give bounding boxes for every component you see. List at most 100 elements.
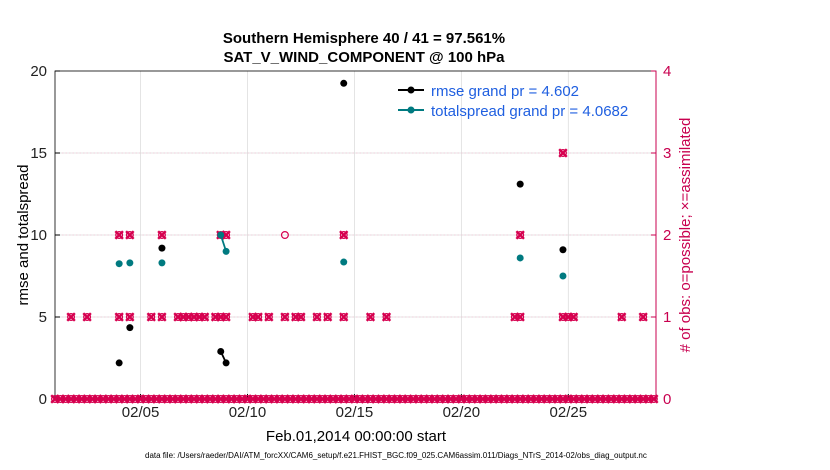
rmse-point	[222, 359, 230, 367]
rmse-point	[559, 246, 567, 254]
data-file-footer: data file: /Users/raeder/DAI/ATM_forcXX/…	[145, 451, 647, 460]
obs-possible-point	[516, 395, 525, 404]
obs-possible-point	[505, 395, 514, 404]
obs-assimilated-point	[264, 312, 274, 322]
obs-possible-point	[99, 395, 108, 404]
obs-assimilated-stroke	[296, 312, 306, 322]
obs-assimilated-point	[125, 230, 135, 240]
obs-assimilated-point	[221, 230, 231, 240]
obs-possible-point	[147, 313, 156, 322]
obs-possible-point	[500, 395, 509, 404]
y-tick-label: 15	[30, 145, 47, 162]
obs-possible-point	[558, 313, 567, 322]
obs-possible-point	[366, 313, 375, 322]
obs-possible-point	[387, 395, 396, 404]
obs-possible-point	[88, 395, 97, 404]
obs-possible-point	[206, 395, 215, 404]
obs-assimilated-point	[200, 312, 210, 322]
obs-assimilated-stroke	[125, 230, 135, 240]
legend-rmse-label: rmse grand pr = 4.602	[431, 83, 579, 100]
obs-possible-point	[157, 231, 166, 240]
obs-possible-point	[168, 395, 177, 404]
obs-assimilated-point	[296, 312, 306, 322]
obs-possible-point	[398, 395, 407, 404]
obs-possible-point	[409, 395, 418, 404]
obs-assimilated-stroke	[339, 230, 349, 240]
y-axis-label: rmse and totalspread	[15, 165, 32, 306]
obs-possible-point	[67, 313, 76, 322]
obs-possible-point	[264, 313, 273, 322]
spread-point	[126, 259, 134, 267]
y-tick-label: 20	[30, 63, 47, 80]
obs-possible-point	[157, 313, 166, 322]
obs-possible-point	[377, 395, 386, 404]
obs-possible-point	[516, 231, 525, 240]
obs-possible-point	[489, 395, 498, 404]
obs-possible-point	[345, 395, 354, 404]
obs-assimilated-point	[280, 312, 290, 322]
spread-point	[516, 254, 524, 262]
obs-assimilated-point	[558, 148, 568, 158]
obs-possible-point	[179, 313, 188, 322]
rmse-point	[158, 244, 166, 252]
obs-possible-point	[564, 395, 573, 404]
obs-possible-point	[125, 313, 134, 322]
obs-possible-point	[644, 395, 653, 404]
obs-assimilated-point	[515, 312, 525, 322]
rmse-point	[217, 347, 225, 355]
obs-assimilated-stroke	[114, 230, 124, 240]
obs-possible-point	[104, 395, 113, 404]
ticks: 02/05 02/10 02/15 02/20 02/25 0 5 10 15 20 0 1 2 3 4	[30, 63, 671, 421]
obs-possible-point	[441, 395, 450, 404]
obs-assimilated-stroke	[515, 312, 525, 322]
spread-point	[158, 259, 166, 267]
y2-axis-label: # of obs: o=possible; ×=assimilated	[677, 118, 694, 353]
obs-assimilated-stroke	[82, 312, 92, 322]
obs-possible-point	[526, 395, 535, 404]
obs-possible-point	[623, 395, 632, 404]
obs-possible-point	[414, 395, 423, 404]
y2-tick-label: 0	[663, 391, 671, 408]
chart-subtitle: SAT_V_WIND_COMPONENT @ 100 hPa	[223, 49, 505, 66]
legend-spread-marker	[407, 106, 415, 114]
obs-possible-point	[120, 395, 129, 404]
obs-possible-point	[484, 395, 493, 404]
obs-possible-point	[494, 395, 503, 404]
rmse-point	[516, 180, 524, 188]
obs-possible-point	[382, 395, 391, 404]
obs-possible-point	[109, 395, 118, 404]
obs-possible-point	[435, 395, 444, 404]
spread-point	[222, 247, 230, 255]
obs-possible-point	[93, 395, 102, 404]
obs-possible-point	[61, 395, 70, 404]
obs-possible-point	[382, 313, 391, 322]
obs-possible-point	[291, 313, 300, 322]
y2-tick-label: 2	[663, 227, 671, 244]
obs-possible-point	[339, 231, 348, 240]
obs-assimilated-stroke	[66, 312, 76, 322]
obs-assimilated-stroke	[339, 312, 349, 322]
y-tick-label: 5	[39, 309, 47, 326]
obs-possible-point	[307, 395, 316, 404]
obs-possible-point	[510, 395, 519, 404]
obs-assimilated-point	[125, 312, 135, 322]
obs-possible-point	[468, 395, 477, 404]
obs-possible-point	[334, 395, 343, 404]
obs-possible-point	[569, 313, 578, 322]
obs-possible-point	[313, 313, 322, 322]
obs-possible-point	[296, 313, 305, 322]
obs-possible-point	[50, 395, 59, 404]
obs-assimilated-point	[569, 312, 579, 322]
rmse-point	[340, 79, 348, 87]
obs-possible-point	[649, 395, 658, 404]
obs-possible-point	[419, 395, 428, 404]
obs-possible-point	[243, 395, 252, 404]
obs-possible-point	[232, 395, 241, 404]
obs-assimilated-stroke	[221, 230, 231, 240]
obs-assimilated-stroke	[569, 312, 579, 322]
obs-possible-point	[275, 395, 284, 404]
obs-possible-point	[591, 395, 600, 404]
obs-possible-point	[617, 395, 626, 404]
obs-possible-point	[323, 313, 332, 322]
